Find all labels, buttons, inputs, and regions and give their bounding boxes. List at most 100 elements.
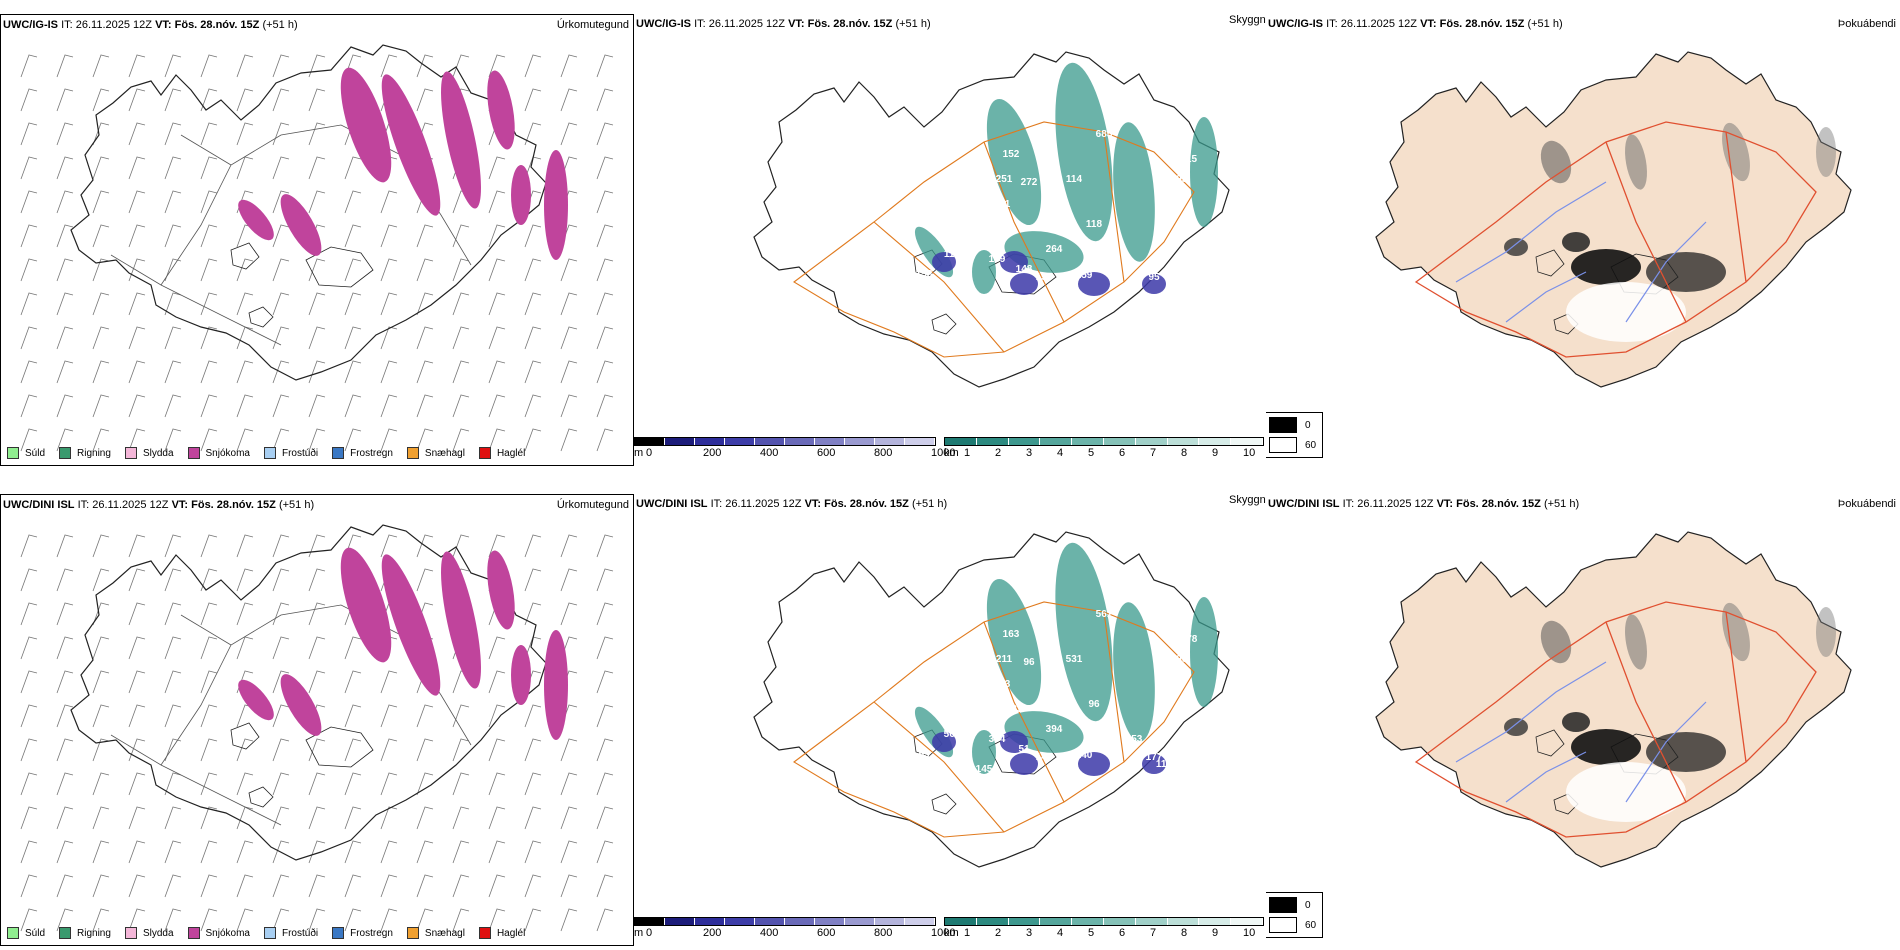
colorbar-cell <box>1040 918 1073 925</box>
wind-barb <box>308 88 326 112</box>
wind-barb <box>524 772 542 796</box>
wind-barb <box>128 568 146 592</box>
cloud-base-label: 95 <box>1148 272 1160 283</box>
wind-barb <box>524 738 542 762</box>
field-band <box>1055 542 1113 722</box>
field-band <box>340 67 392 183</box>
field-band <box>280 194 322 256</box>
wind-barb <box>272 54 290 78</box>
precip-legend-item: Haglél <box>478 927 526 939</box>
precip-legend-label: Slydda <box>142 927 174 939</box>
wind-barb <box>20 840 38 864</box>
wind-barb <box>524 534 542 558</box>
wind-barb <box>272 394 290 418</box>
fog-map <box>1375 531 1852 868</box>
colorbar-tick: 1 <box>964 447 971 459</box>
precip-legend-item: Snæhagl <box>406 447 465 459</box>
wind-barb <box>416 394 434 418</box>
iceland-coastline <box>753 51 1230 388</box>
cloud-base-label: 296 <box>1171 654 1188 665</box>
field-band <box>340 547 392 663</box>
wind-barb <box>380 394 398 418</box>
colorbar-tick: 10 <box>1243 927 1256 939</box>
wind-barb <box>56 122 74 146</box>
iceland-base <box>1375 531 1852 868</box>
wind-barb <box>92 54 110 78</box>
colorbar-cells <box>944 917 1264 926</box>
wind-barb <box>128 428 146 452</box>
wind-barb <box>452 292 470 316</box>
wind-barb <box>56 156 74 180</box>
wind-barb <box>416 840 434 864</box>
cloud-map: 561 163 211 96 531 123 478 296 280 96 394 561 304 51 5… <box>753 531 1230 868</box>
wind-barb <box>560 258 578 282</box>
cloud-base-label: 158 <box>916 269 933 280</box>
glacier-outline <box>248 306 274 328</box>
colorbar-cells <box>634 437 936 446</box>
wind-barb <box>560 122 578 146</box>
wind-barb <box>200 602 218 626</box>
wind-barb <box>416 908 434 932</box>
wind-barb <box>128 874 146 898</box>
wind-barb <box>380 292 398 316</box>
wind-barb <box>128 806 146 830</box>
colorbar-tick: 3 <box>1026 927 1033 939</box>
wind-barb <box>488 670 506 694</box>
wind-barb <box>596 258 614 282</box>
cloud-base-label: 110 <box>944 249 961 260</box>
wind-barb <box>416 224 434 248</box>
wind-barb <box>20 704 38 728</box>
panel-header: UWC/IG-IS IT: 26.11.2025 12Z VT: Fös. 28… <box>636 18 931 30</box>
wind-barb <box>236 428 254 452</box>
wind-barb <box>488 874 506 898</box>
precip-legend-label: Súld <box>25 447 46 459</box>
colorbar-cell <box>1199 438 1232 445</box>
wind-barb <box>272 772 290 796</box>
wind-barb <box>92 122 110 146</box>
wind-barb <box>344 670 362 694</box>
cloud-base-label: 114 <box>1066 174 1083 185</box>
precip-legend-swatch <box>7 447 19 459</box>
wind-barb <box>164 738 182 762</box>
wind-barb <box>200 806 218 830</box>
wind-barb <box>344 292 362 316</box>
wind-barb <box>92 602 110 626</box>
wind-barb <box>416 738 434 762</box>
wind-barb <box>308 772 326 796</box>
field-band <box>1571 249 1641 285</box>
road-network <box>793 601 1195 838</box>
wind-barb <box>596 326 614 350</box>
precip-legend-swatch <box>332 927 345 939</box>
wind-barb <box>380 806 398 830</box>
wind-barb <box>236 602 254 626</box>
colorbar-cell <box>695 438 725 445</box>
precip-legend-label: Snjókoma <box>205 927 250 939</box>
wind-barb <box>200 292 218 316</box>
wind-barb <box>596 360 614 384</box>
wind-barb <box>452 806 470 830</box>
wind-barb <box>56 190 74 214</box>
wind-barb <box>488 908 506 932</box>
cloud-base-label: 150 <box>1036 272 1053 283</box>
wind-barb <box>164 292 182 316</box>
wind-barb <box>128 738 146 762</box>
wind-barb <box>92 840 110 864</box>
wind-barb <box>344 772 362 796</box>
fog-legend-black-swatch <box>1269 897 1297 913</box>
wind-barb <box>92 772 110 796</box>
wind-barb <box>488 258 506 282</box>
fog-legend-value: 0 <box>1305 899 1311 911</box>
precip-legend-label: Haglél <box>496 927 526 939</box>
wind-barb <box>452 874 470 898</box>
wind-barb <box>596 428 614 452</box>
wind-barb <box>56 428 74 452</box>
wind-barb <box>92 636 110 660</box>
wind-barb <box>308 258 326 282</box>
precip-legend: Súld Rigning Slydda Snjókoma Frostúði Frostre… <box>7 447 539 459</box>
field-band <box>1504 238 1528 256</box>
wind-barb <box>380 224 398 248</box>
colorbar-tick: 200 <box>703 447 722 459</box>
wind-barb <box>164 670 182 694</box>
wind-barb <box>344 806 362 830</box>
field-band <box>1113 602 1155 742</box>
